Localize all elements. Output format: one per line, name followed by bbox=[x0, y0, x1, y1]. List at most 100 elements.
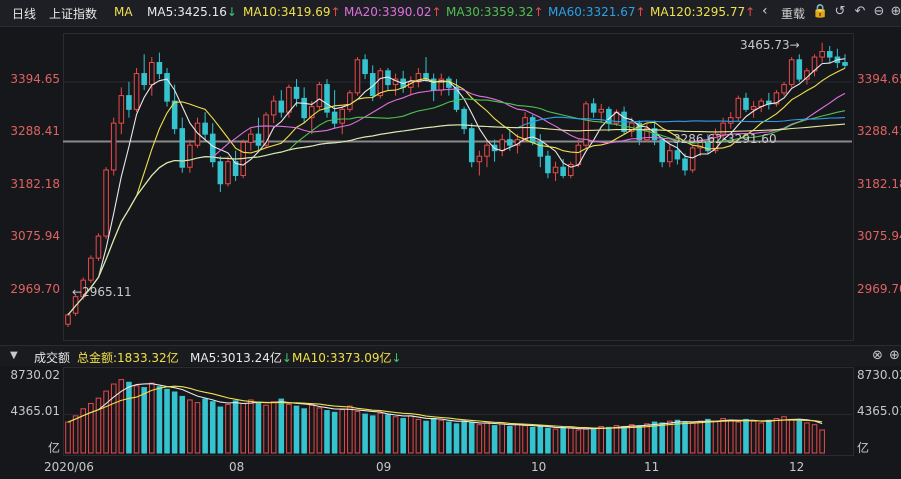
volume-bar bbox=[468, 422, 475, 454]
volume-bar bbox=[339, 409, 346, 454]
candle-body bbox=[796, 59, 803, 80]
candle-body bbox=[598, 108, 605, 113]
volume-bar bbox=[362, 413, 368, 454]
candle-body bbox=[171, 100, 178, 130]
plus-icon[interactable]: ⊕ bbox=[890, 4, 901, 19]
candle-body bbox=[270, 100, 277, 116]
lock-icon[interactable]: 🔒 bbox=[812, 4, 829, 19]
candle-body bbox=[301, 97, 307, 119]
price-axis-left-2: 3288.41 bbox=[10, 124, 60, 138]
volume-bar bbox=[606, 426, 612, 454]
refresh-icon[interactable]: ↺ bbox=[834, 4, 846, 19]
volume-bar bbox=[126, 381, 132, 454]
top-toolbar: 日线 上证指数 MA MA5:3425.16↓ MA10:3419.69↑ MA… bbox=[0, 0, 901, 27]
ma120-value: MA120:3295.77↑ bbox=[650, 5, 756, 19]
price-axis-right-4: 3075.94 bbox=[857, 229, 901, 243]
candle-body bbox=[484, 144, 490, 157]
ma5-value: MA5:3425.16↓ bbox=[147, 5, 237, 19]
volume-bar bbox=[415, 418, 422, 454]
volume-bar bbox=[248, 399, 254, 454]
volume-bar bbox=[575, 429, 582, 454]
volume-bar bbox=[385, 414, 391, 454]
candle-body bbox=[278, 100, 285, 113]
volume-axis-right-3: 亿 bbox=[857, 441, 870, 455]
candle-body bbox=[552, 166, 559, 174]
volume-bar bbox=[103, 390, 109, 454]
candle-body bbox=[507, 139, 513, 146]
volume-total: 总金额:1833.32亿 bbox=[77, 351, 179, 365]
candle-body bbox=[209, 133, 216, 163]
volume-axis-right-1: 8730.02 bbox=[857, 368, 901, 382]
candle-body bbox=[347, 92, 353, 110]
x-axis-label-oct: 10 bbox=[531, 460, 547, 474]
candle-body bbox=[476, 155, 483, 163]
volume-bar bbox=[659, 422, 665, 454]
volume-bar bbox=[446, 421, 452, 454]
add-panel-icon[interactable]: ⊕ bbox=[889, 348, 900, 363]
volume-collapse-icon[interactable]: ▼ bbox=[10, 350, 18, 361]
volume-bar bbox=[232, 400, 239, 454]
index-name[interactable]: 上证指数 bbox=[49, 7, 98, 21]
candle-body bbox=[187, 144, 193, 168]
candle-body bbox=[735, 97, 742, 119]
volume-ma5-line bbox=[67, 383, 823, 430]
volume-bar bbox=[133, 385, 140, 454]
candle-body bbox=[316, 84, 323, 108]
candle-body bbox=[95, 235, 102, 259]
volume-bar bbox=[164, 388, 170, 454]
candle-body bbox=[453, 86, 460, 110]
volume-bar bbox=[529, 426, 536, 454]
candle-body bbox=[354, 59, 361, 94]
overlay-button[interactable]: 重载 bbox=[781, 7, 806, 21]
candle-body bbox=[682, 158, 688, 171]
minus-icon[interactable]: ⊖ bbox=[873, 4, 885, 19]
candle-body bbox=[567, 163, 574, 176]
volume-bar bbox=[552, 428, 559, 454]
ma-label[interactable]: MA bbox=[114, 5, 133, 19]
volume-bar bbox=[781, 416, 787, 454]
candle-body bbox=[522, 117, 528, 141]
volume-ma10-line bbox=[67, 385, 823, 429]
price-axis-left-1: 3394.65 bbox=[10, 72, 60, 86]
volume-bar bbox=[545, 427, 551, 454]
undo-icon[interactable]: ↶ bbox=[854, 4, 866, 19]
volume-ma10: MA10:3373.09亿↓ bbox=[292, 351, 402, 365]
volume-bar bbox=[278, 398, 285, 454]
candle-body bbox=[590, 103, 597, 113]
volume-bar bbox=[286, 403, 292, 454]
volume-bar bbox=[369, 415, 376, 454]
candle-body bbox=[126, 95, 132, 110]
volume-bar bbox=[217, 406, 224, 454]
candle-body bbox=[339, 108, 346, 124]
volume-bar bbox=[811, 424, 818, 454]
price-chart-area[interactable] bbox=[63, 33, 854, 341]
volume-bar bbox=[293, 405, 300, 454]
volume-bar bbox=[194, 402, 201, 454]
volume-bar bbox=[72, 415, 79, 454]
collapse-button[interactable]: ‹ bbox=[762, 3, 768, 19]
low-annotation: ←2965.11 bbox=[72, 285, 132, 299]
candle-body bbox=[232, 161, 239, 176]
candle-body bbox=[468, 128, 475, 163]
volume-bar bbox=[819, 429, 825, 454]
candle-body bbox=[324, 84, 330, 113]
volume-bar bbox=[347, 405, 353, 454]
range-annotation: 3286.62-3291.60 bbox=[673, 132, 777, 146]
volume-bar bbox=[507, 425, 513, 454]
close-panel-icon[interactable]: ⊗ bbox=[872, 348, 883, 363]
volume-bar bbox=[95, 397, 102, 454]
volume-bar bbox=[88, 402, 94, 454]
candle-body bbox=[263, 114, 269, 146]
candle-body bbox=[88, 257, 94, 281]
volume-bar bbox=[476, 424, 483, 454]
candle-body bbox=[248, 133, 254, 143]
volume-bar bbox=[80, 408, 87, 454]
volume-bar bbox=[392, 416, 399, 454]
candle-body bbox=[202, 122, 208, 135]
volume-axis-left-1: 8730.02 bbox=[10, 368, 60, 382]
candle-body bbox=[194, 122, 201, 146]
volume-title[interactable]: 成交额 bbox=[34, 351, 71, 365]
volume-bar bbox=[141, 387, 147, 454]
volume-chart-area[interactable] bbox=[63, 367, 854, 456]
period-selector[interactable]: 日线 bbox=[12, 7, 37, 21]
